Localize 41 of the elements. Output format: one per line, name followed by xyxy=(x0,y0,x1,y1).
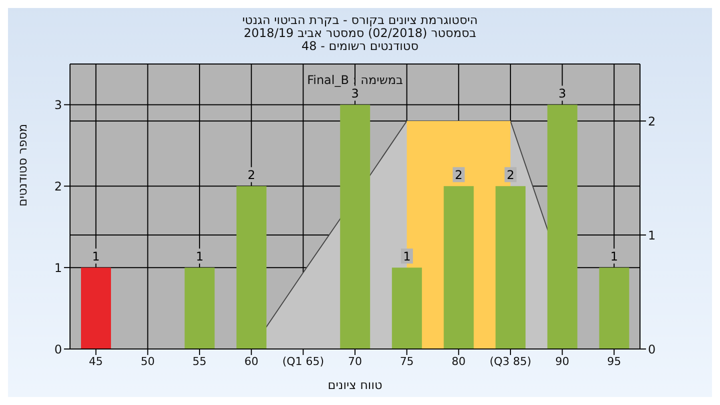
bar xyxy=(81,268,111,349)
chart-subtitle: בסמסטר (02/2018) סמסטר אביב 2018/19 סטודנטים רשומים - 48 xyxy=(242,26,478,53)
data-label: 2 xyxy=(248,168,256,182)
x-tick-label: (Q3 85) xyxy=(490,354,532,368)
x-tick-label: 50 xyxy=(140,354,155,368)
data-label: 1 xyxy=(92,250,100,264)
bar xyxy=(496,186,526,349)
x-tick-label: 75 xyxy=(400,354,414,368)
bar xyxy=(392,268,422,349)
data-label: 2 xyxy=(454,168,463,182)
y2-tick-label: 1 xyxy=(648,228,656,242)
x-tick-label: 60 xyxy=(244,354,258,368)
data-label: 3 xyxy=(351,86,359,101)
y2-tick-label: 2 xyxy=(648,114,656,128)
x-tick-label: 95 xyxy=(607,354,622,368)
bar xyxy=(236,186,266,349)
x-axis-title: טווח ציונים xyxy=(328,378,382,392)
x-tick-label: 45 xyxy=(88,354,103,368)
bar xyxy=(599,268,630,349)
data-label: 1 xyxy=(610,250,618,264)
bar xyxy=(444,186,474,349)
y2-tick-label: 0 xyxy=(648,342,656,356)
data-label: 1 xyxy=(196,250,204,264)
x-tick-label: 80 xyxy=(452,354,466,368)
bar xyxy=(547,104,578,349)
data-label: 3 xyxy=(558,86,566,101)
x-tick-label: 55 xyxy=(192,354,207,368)
annotation: במשימה : Final_B xyxy=(307,73,403,87)
y-tick-label: 1 xyxy=(54,260,62,275)
x-tick-label: (Q1 65) xyxy=(282,354,324,368)
x-tick-label: 70 xyxy=(348,354,362,368)
x-tick-label: 90 xyxy=(555,354,570,368)
chart-title: היסטוגרמת ציונים בקורס - בקרת הביטוי הגנטי xyxy=(241,13,479,27)
bar xyxy=(340,104,370,349)
y-tick-label: 2 xyxy=(54,179,62,194)
data-label: 1 xyxy=(403,250,411,264)
y-tick-label: 0 xyxy=(54,342,62,356)
bar xyxy=(184,268,215,349)
y-axis-title: מספר סטודנטים xyxy=(15,124,30,206)
data-label: 2 xyxy=(506,168,514,182)
y-tick-label: 3 xyxy=(54,98,62,112)
